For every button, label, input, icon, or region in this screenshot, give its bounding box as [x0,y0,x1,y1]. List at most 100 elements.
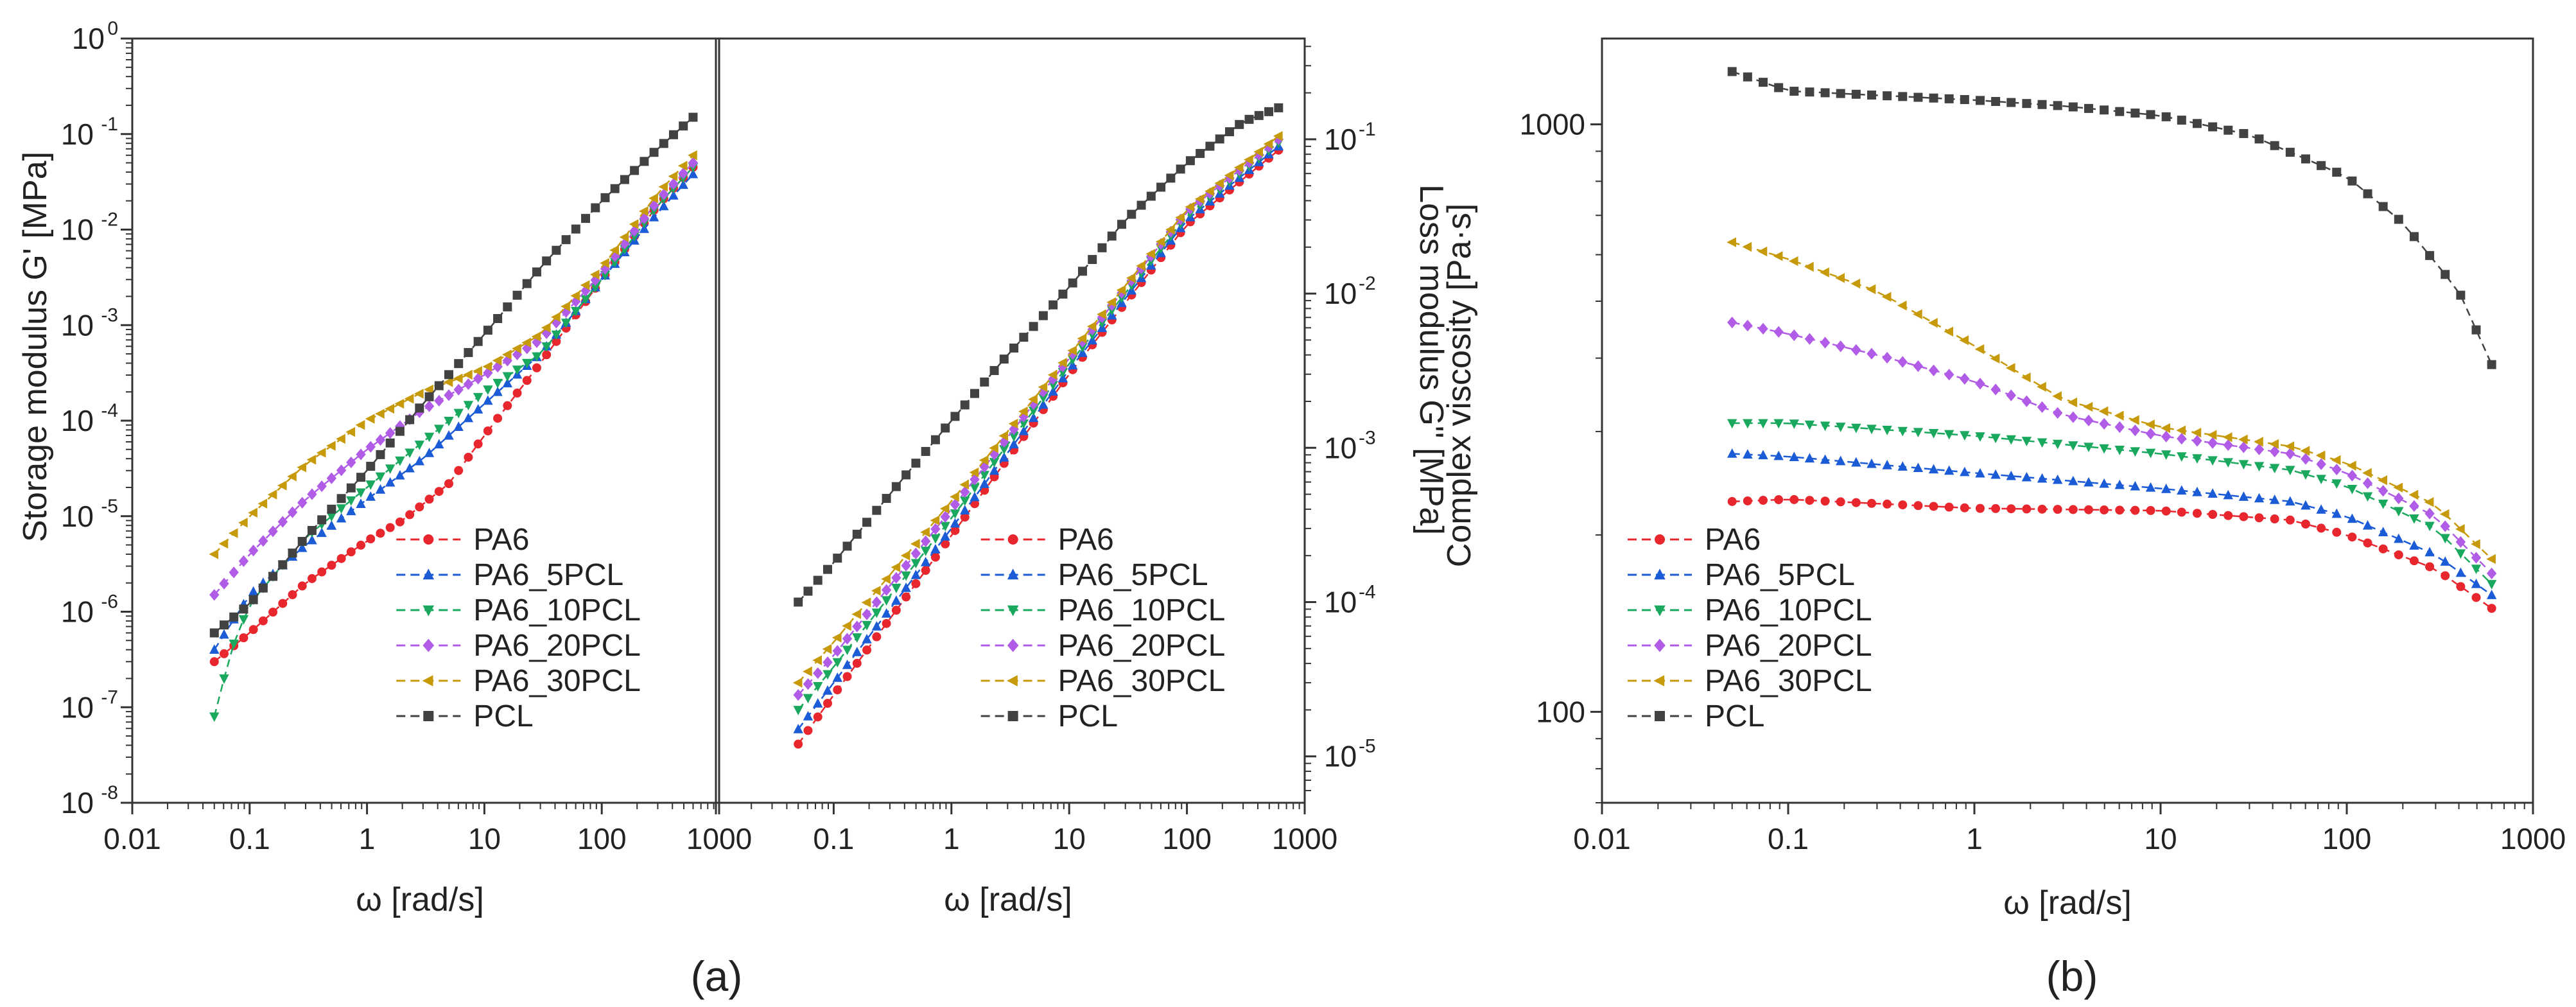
a-left-data-point [619,232,629,242]
b-data-point [1913,501,1923,511]
a-left-data-point [209,628,219,638]
a-right-data-point [861,597,871,608]
a-left-data-point [424,432,435,442]
a-right-data-point [794,739,803,749]
b-data-point [2021,395,2032,407]
a-right-data-point [930,534,941,544]
a-left-data-point [659,200,669,211]
b-data-point [2300,446,2310,456]
b-data-point [1742,241,1752,252]
b-plot-frame [1601,37,2534,804]
a-left-data-point [453,383,464,396]
a-right-data-point [1274,103,1284,112]
b-data-point [1991,504,2001,513]
a-left-legend-label: PA6_5PCL [473,558,623,592]
a-right-series-pa6_30pcl [792,131,1283,688]
a-left-data-point [668,171,678,182]
b-data-point [2207,437,2218,449]
b-data-point [2037,504,2047,514]
b-data-point [1773,251,1783,261]
b-data-point [2098,406,2109,417]
a-left-data-point [316,448,326,458]
b-data-point [1758,450,1768,460]
a-left-data-point [229,612,239,622]
b-data-point [2146,110,2155,119]
a-left-data-point [620,175,629,184]
b-data-point [1773,326,1784,338]
b-data-point [2222,432,2232,442]
a-right-data-point [979,455,989,466]
a-left-data-point [209,644,220,654]
a-left-data-point [600,193,610,202]
b-data-point [1835,273,1845,283]
a-left-legend-item-pcl: PCL [396,699,534,733]
b-data-point [2052,391,2062,401]
a-right-data-point [1048,386,1058,396]
a-right-data-point [1048,373,1058,385]
b-data-point [2068,505,2078,514]
a-right-data-point [970,484,980,493]
b-x-tick-label: 1 [1966,822,1983,855]
a-left-data-point [600,270,611,281]
b-legend-item-pa6_20pcl: PA6_20PCL [1628,629,1872,663]
a-left-data-point [473,392,483,403]
a-left-data-point [561,235,571,245]
b-data-point [2394,215,2403,224]
a-right-data-point [1038,311,1048,320]
a-right-data-point [1224,170,1234,180]
a-right-data-point [1127,209,1136,219]
a-right-data-point [920,535,931,547]
a-left-data-point [561,306,571,318]
a-right-data-point [1116,285,1126,295]
a-left-legend-item-pa6_30pcl: PA6_30PCL [396,664,641,698]
b-data-point [1757,246,1768,257]
a-left-data-point [346,547,356,557]
a-right-data-point [950,498,961,511]
a-right-data-point [960,496,970,506]
b-data-point [2084,477,2094,487]
b-data-point [1851,498,1861,507]
b-data-point [1820,88,1830,98]
a-right-data-point [1185,156,1195,166]
b-data-point [1897,426,1908,437]
a-right-legend-marker [1007,605,1019,617]
b-data-point [1835,340,1846,353]
a-left-x-tick-label: 1 [359,822,376,855]
a-left-data-point [580,295,591,305]
a-left-data-point [297,581,307,591]
b-data-point [2378,544,2388,554]
b-data-point [1727,419,1737,429]
a-left-data-point [483,326,492,335]
a-right-data-point [891,595,901,605]
a-left-data-point [658,182,668,192]
a-left-y-tick-label: 10 [61,213,94,247]
a-right-legend-item-pcl: PCL [980,699,1118,733]
a-right-legend-item-pa6: PA6 [980,523,1114,557]
a-right-data-point [842,541,852,551]
a-left-data-point [668,178,679,190]
a-right-data-point [1018,407,1028,417]
panel-a-label: (a) [691,952,743,1000]
a-right-data-point [999,355,1009,364]
a-left-data-point [395,426,405,436]
a-right-x-tick-label: 0.1 [813,822,854,855]
b-data-point [2285,448,2295,460]
a-right-data-point [792,678,803,688]
a-left-data-point [463,412,474,423]
b-data-point [1836,89,1845,98]
b-legend-marker [1654,605,1666,617]
a-left-legend-item-pa6: PA6 [396,523,529,557]
b-data-point [2083,401,2093,412]
b-data-point [2223,439,2233,451]
a-right-data-point [1009,432,1019,442]
a-left-data-point [297,462,307,473]
b-data-point [1866,284,1876,295]
a-right-data-point [940,511,950,523]
a-right-data-point [803,726,813,735]
a-left-data-point [473,366,482,376]
a-left-data-point [473,372,483,385]
a-left-data-point [590,283,600,293]
b-data-point [2192,454,2202,464]
a-right-y-tick-exponent: -2 [1359,273,1376,294]
a-left-data-point [395,469,405,480]
